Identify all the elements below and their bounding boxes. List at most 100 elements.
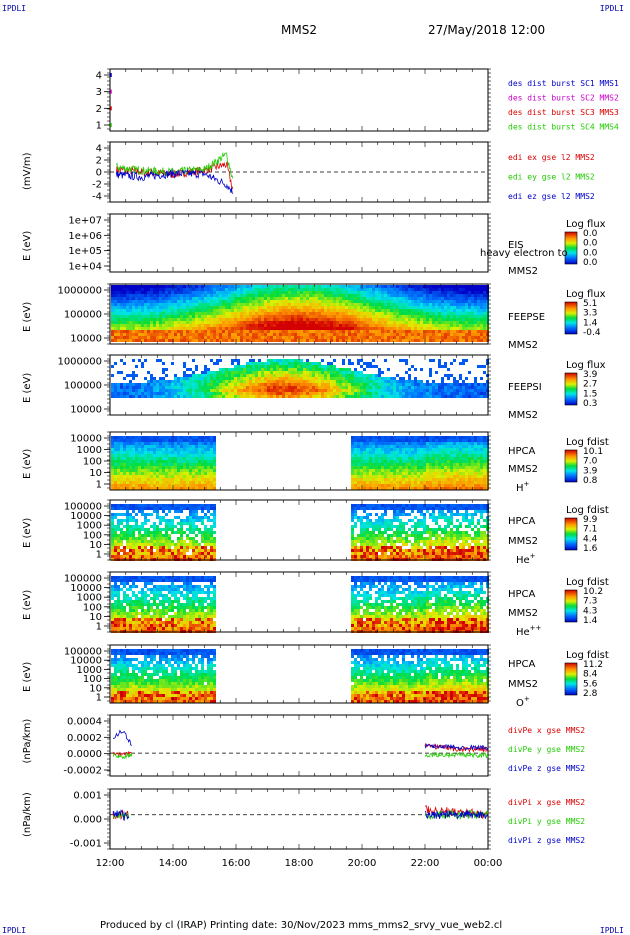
y-axis-label: (mV/m) <box>22 152 33 190</box>
colorbar-tick: 8.4 <box>583 670 598 680</box>
right-label-1: MMS2 <box>508 679 538 690</box>
legend-0: divPi x gse MMS2 <box>508 798 585 807</box>
y-tick-label: -0.001 <box>70 839 102 850</box>
right-label-1: MMS2 <box>508 410 538 421</box>
x-tick-label: 00:00 <box>474 858 503 869</box>
y-tick-label: -2 <box>92 180 102 191</box>
y-tick-label: 4 <box>96 71 102 82</box>
right-label-1: MMS2 <box>508 464 538 475</box>
y-tick-label: 0 <box>96 168 102 179</box>
legend-2: des dist burst SC3 MMS3 <box>508 108 619 117</box>
colorbar-tick: 5.6 <box>583 679 598 689</box>
y-axis-label: E (eV) <box>22 590 33 620</box>
legend-3: des dist burst SC4 MMS4 <box>508 123 619 132</box>
right-label-0: HPCA <box>508 589 536 600</box>
x-tick-label: 22:00 <box>411 858 440 869</box>
colorbar-tick: 1.6 <box>583 544 598 554</box>
colorbar-tick: 0.0 <box>583 229 598 239</box>
right-label-2: MMS2 <box>508 266 538 277</box>
colorbar-tick: 10.2 <box>583 587 603 597</box>
colorbar-tick: 1.4 <box>583 616 598 626</box>
colorbar <box>565 302 577 334</box>
y-tick-label: 0.001 <box>73 791 102 802</box>
y-tick-label: 1 <box>96 693 102 704</box>
y-tick-label: 2 <box>96 156 102 167</box>
colorbar-tick: 10.1 <box>583 447 603 457</box>
colorbar-tick: 0.0 <box>583 258 598 268</box>
x-tick-label: 18:00 <box>285 858 314 869</box>
x-tick-label: 12:00 <box>96 858 125 869</box>
colorbar-tick: 3.9 <box>583 370 598 380</box>
y-tick-label: 1e+04 <box>68 262 102 273</box>
y-tick-label: 0.0000 <box>67 749 102 760</box>
y-tick-label: 1000000 <box>57 286 102 297</box>
colorbar <box>565 663 577 695</box>
y-tick-label: 1 <box>96 480 102 491</box>
y-tick-label: 1 <box>96 121 102 132</box>
y-axis-label: (nPa/km) <box>22 792 33 837</box>
species-label: O+ <box>516 695 530 709</box>
right-label-1: MMS2 <box>508 340 538 351</box>
panel-frame <box>110 69 488 131</box>
spectrogram <box>111 649 489 703</box>
colorbar <box>565 373 577 405</box>
colorbar-tick: 0.0 <box>583 248 598 258</box>
y-tick-label: 1 <box>96 550 102 561</box>
colorbar <box>565 518 577 550</box>
right-label-0: HPCA <box>508 446 536 457</box>
spectrogram <box>111 359 489 398</box>
legend-2: edi ez gse l2 MMS2 <box>508 192 595 201</box>
colorbar-tick: 4.4 <box>583 534 598 544</box>
legend-0: divPe x gse MMS2 <box>508 726 585 735</box>
colorbar-tick: 0.8 <box>583 476 598 486</box>
y-tick-label: 4 <box>96 144 102 155</box>
colorbar-tick: 7.3 <box>583 597 597 607</box>
y-tick-label: 1e+06 <box>68 231 102 242</box>
colorbar-tick: 2.8 <box>583 689 598 699</box>
y-axis-label: E (eV) <box>22 662 33 692</box>
y-tick-label: 0.0004 <box>67 717 102 728</box>
colorbar-tick: 5.1 <box>583 299 597 309</box>
legend-1: edi ey gse l2 MMS2 <box>508 173 595 182</box>
spectrogram <box>111 436 489 490</box>
y-tick-label: 100000 <box>64 381 102 392</box>
y-tick-label: 100000 <box>64 310 102 321</box>
y-axis-label: E (eV) <box>22 231 33 261</box>
legend-1: divPe y gse MMS2 <box>508 745 585 754</box>
y-tick-label: 10000 <box>70 334 102 345</box>
x-tick-label: 14:00 <box>159 858 188 869</box>
y-axis-label: E (eV) <box>22 449 33 479</box>
right-label-0: HPCA <box>508 516 536 527</box>
colorbar-tick: 9.9 <box>583 515 598 525</box>
species-label: H+ <box>516 480 530 494</box>
series-line-2 <box>113 731 132 746</box>
y-axis-label: E (eV) <box>22 373 33 403</box>
legend-0: edi ex gse l2 MMS2 <box>508 153 595 162</box>
colorbar-tick: 7.1 <box>583 525 597 535</box>
y-tick-label: 10000 <box>70 405 102 416</box>
y-tick-label: 1 <box>96 622 102 633</box>
colorbar-tick: 11.2 <box>583 660 603 670</box>
y-tick-label: 1e+07 <box>68 216 102 227</box>
y-tick-label: 3 <box>96 87 102 98</box>
right-label-1: MMS2 <box>508 608 538 619</box>
x-tick-label: 20:00 <box>348 858 377 869</box>
y-tick-label: 0.000 <box>73 815 102 826</box>
colorbar-tick: 2.7 <box>583 380 597 390</box>
y-axis-label: E (eV) <box>22 302 33 332</box>
panel-frame <box>110 214 488 272</box>
y-tick-label: 10000 <box>70 434 102 445</box>
y-tick-label: -0.0002 <box>63 766 102 777</box>
spectrogram <box>111 576 489 633</box>
right-label-0: FEEPSE <box>508 312 545 323</box>
y-tick-label: 0.0002 <box>67 733 102 744</box>
right-label-1: heavy electron to <box>480 248 568 259</box>
spectrogram <box>111 504 489 561</box>
colorbar-tick: 4.3 <box>583 606 597 616</box>
panel-frame <box>110 789 488 849</box>
colorbar-tick: 3.9 <box>583 466 598 476</box>
colorbar-tick: 7.0 <box>583 457 598 467</box>
y-tick-label: 100 <box>83 457 102 468</box>
x-tick-label: 16:00 <box>222 858 251 869</box>
